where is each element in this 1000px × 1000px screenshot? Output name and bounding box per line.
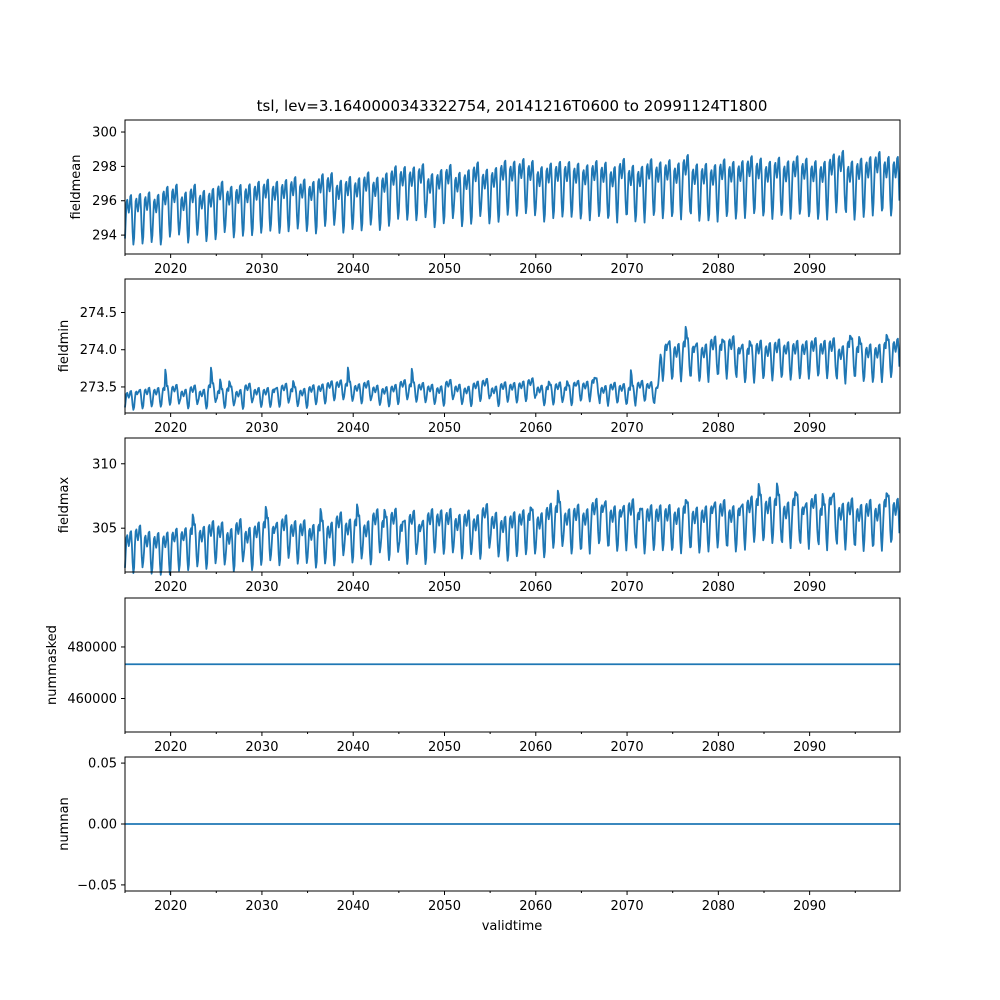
panel-nummasked: 460000 480000 nummasked 2020 2030 2040 2050 206… (45, 597, 901, 755)
panel-fieldmax: 305 310 fieldmax 2020 2030 2040 2050 2060 2070 20… (57, 437, 901, 595)
x-tick-label-fieldmax: 2090 (793, 580, 826, 595)
x-tick-label-nummasked: 2090 (793, 740, 826, 755)
x-tick-label-numnan: 2060 (519, 899, 552, 914)
y-tick-label-fieldmin: 273.5 (80, 380, 117, 395)
y-axis-label-numnan: numnan (57, 797, 72, 851)
x-tick-label-nummasked: 2050 (428, 740, 461, 755)
y-tick-label-fieldmean: 298 (92, 160, 117, 175)
y-tick-label-fieldmax: 310 (92, 457, 117, 472)
axes-frame-fieldmin (124, 278, 901, 414)
series-line-fieldmin (124, 325, 901, 411)
x-tick-label-numnan: 2080 (702, 899, 735, 914)
x-tick-label-nummasked: 2080 (702, 740, 735, 755)
x-tick-label-nummasked: 2020 (154, 740, 187, 755)
x-tick-label-fieldmean: 2060 (519, 262, 552, 277)
x-tick-label-fieldmean: 2050 (428, 262, 461, 277)
x-tick-label-nummasked: 2030 (245, 740, 278, 755)
axes-frame-fieldmean (124, 119, 901, 255)
x-tick-label-numnan: 2050 (428, 899, 461, 914)
y-tick-label-numnan: 0.05 (88, 757, 117, 772)
x-tick-label-fieldmax: 2060 (519, 580, 552, 595)
axes-frame-fieldmax (124, 437, 901, 573)
x-tick-label-fieldmax: 2030 (245, 580, 278, 595)
x-tick-label-fieldmax: 2080 (702, 580, 735, 595)
x-tick-label-numnan: 2070 (611, 899, 644, 914)
x-tick-label-fieldmin: 2030 (245, 421, 278, 436)
panel-fieldmean: 294 296 298 300 fieldmean 2020 2030 2040 2050 206… (69, 119, 901, 277)
axes-frame-nummasked (124, 597, 901, 733)
y-tick-label-fieldmean: 296 (92, 194, 117, 209)
x-tick-label-fieldmean: 2030 (245, 262, 278, 277)
x-tick-label-fieldmin: 2090 (793, 421, 826, 436)
x-tick-label-fieldmin: 2070 (611, 421, 644, 436)
x-tick-label-fieldmin: 2020 (154, 421, 187, 436)
x-tick-label-fieldmax: 2040 (337, 580, 370, 595)
x-tick-label-fieldmax: 2020 (154, 580, 187, 595)
chart-title: tsl, lev=3.1640000343322754, 20141216T06… (257, 97, 768, 115)
x-tick-label-fieldmean: 2040 (337, 262, 370, 277)
series-line-fieldmean (124, 149, 901, 246)
x-tick-label-numnan: 2090 (793, 899, 826, 914)
x-tick-label-nummasked: 2040 (337, 740, 370, 755)
x-tick-label-fieldmin: 2050 (428, 421, 461, 436)
y-tick-label-numnan: −0.05 (77, 878, 117, 893)
x-tick-label-fieldmean: 2070 (611, 262, 644, 277)
y-tick-label-fieldmin: 274.5 (80, 306, 117, 321)
x-tick-label-fieldmean: 2090 (793, 262, 826, 277)
x-tick-label-fieldmean: 2080 (702, 262, 735, 277)
series-line-fieldmax (124, 482, 901, 576)
y-tick-label-fieldmin: 274.0 (80, 343, 117, 358)
y-axis-label-nummasked: nummasked (45, 625, 60, 705)
y-axis-label-fieldmean: fieldmean (69, 155, 84, 220)
x-tick-label-numnan: 2040 (337, 899, 370, 914)
y-tick-label-fieldmean: 300 (92, 126, 117, 141)
y-tick-label-numnan: 0.00 (88, 818, 117, 833)
y-axis-label-fieldmin: fieldmin (57, 320, 72, 373)
y-tick-label-nummasked: 480000 (67, 640, 117, 655)
y-axis-label-fieldmax: fieldmax (57, 477, 72, 534)
y-tick-label-fieldmean: 294 (92, 229, 117, 244)
x-tick-label-fieldmin: 2060 (519, 421, 552, 436)
x-tick-label-fieldmin: 2080 (702, 421, 735, 436)
panel-numnan: −0.05 0.00 0.05 numnan 2020 2030 2040 2050 2060 2… (57, 756, 901, 914)
x-tick-label-fieldmean: 2020 (154, 262, 187, 277)
x-tick-label-numnan: 2020 (154, 899, 187, 914)
x-tick-label-fieldmax: 2070 (611, 580, 644, 595)
x-tick-label-nummasked: 2070 (611, 740, 644, 755)
x-tick-label-fieldmax: 2050 (428, 580, 461, 595)
panels: 294 296 298 300 fieldmean 2020 2030 2040 2050 206… (45, 119, 901, 914)
y-tick-label-fieldmax: 305 (92, 522, 117, 537)
x-tick-label-nummasked: 2060 (519, 740, 552, 755)
x-axis-label: validtime (482, 919, 543, 934)
x-tick-label-numnan: 2030 (245, 899, 278, 914)
panel-fieldmin: 273.5 274.0 274.5 fieldmin 2020 2030 2040 2050 2… (57, 278, 901, 436)
y-tick-label-nummasked: 460000 (67, 692, 117, 707)
x-tick-label-fieldmin: 2040 (337, 421, 370, 436)
